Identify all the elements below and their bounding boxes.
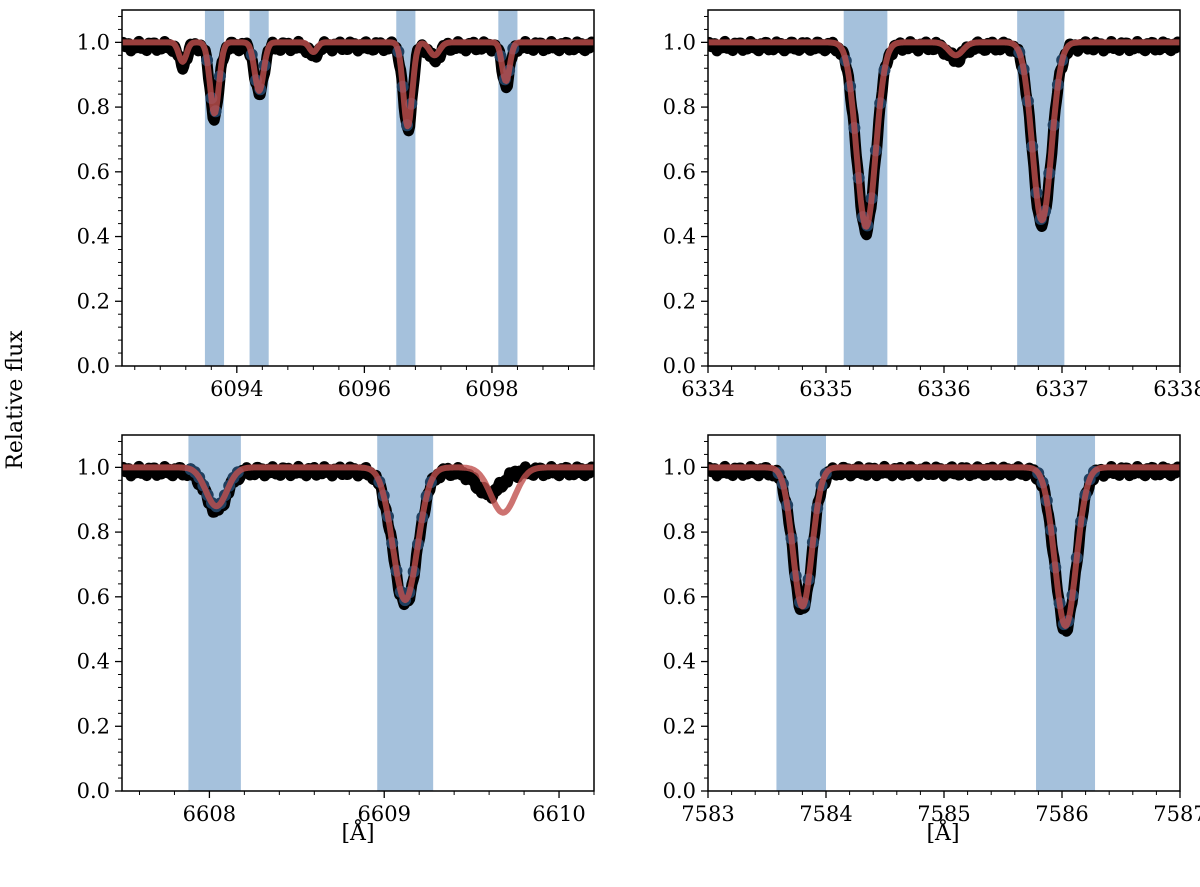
x-tick-label: 6335 <box>799 377 852 401</box>
x-tick-label: 6334 <box>681 377 734 401</box>
model-line <box>122 464 594 604</box>
y-tick-label: 0.2 <box>663 714 696 738</box>
panel-4: 0.0 0.2 0.4 0.6 0.8 1.0 7583 7584 7585 7586 7587 <box>663 434 1200 826</box>
y-tick-label: 0.4 <box>663 650 696 674</box>
plot-area <box>122 10 594 366</box>
x-tick-label: 6609 <box>357 802 410 826</box>
y-tick-label: 1.0 <box>77 30 110 54</box>
plot-area <box>122 435 594 791</box>
y-tick-label: 0.2 <box>77 714 110 738</box>
y-tick-label: 0.0 <box>663 779 696 803</box>
y-axis-label: Relative flux <box>3 330 28 470</box>
fit-window-band <box>498 10 518 366</box>
y-tick-label: 1.0 <box>77 455 110 479</box>
y-tick-label: 0.0 <box>77 354 110 378</box>
x-tick-label: 6608 <box>183 802 236 826</box>
y-tick-label: 0.8 <box>77 520 110 544</box>
observed-spectrum-line <box>708 35 1180 241</box>
x-tick-label: 6094 <box>210 377 263 401</box>
model-line <box>122 39 594 130</box>
x-tick-label: 6336 <box>917 377 970 401</box>
y-tick-label: 0.0 <box>77 779 110 803</box>
x-tick-label: 6096 <box>338 377 391 401</box>
y-tick-label: 0.8 <box>77 95 110 119</box>
y-tick-label: 0.8 <box>663 95 696 119</box>
x-tick-label: 7584 <box>799 802 852 826</box>
axes-frame <box>121 9 595 367</box>
panel-3: 0.0 0.2 0.4 0.6 0.8 1.0 6608 6609 6610 <box>77 434 595 826</box>
y-tick-label: 0.4 <box>663 225 696 249</box>
y-tick-label: 0.2 <box>663 289 696 313</box>
fit-window-band <box>249 10 269 366</box>
x-tick-label: 7587 <box>1153 802 1200 826</box>
y-tick-label: 0.2 <box>77 289 110 313</box>
y-tick-label: 0.6 <box>77 585 110 609</box>
model-line <box>708 464 1180 629</box>
axes-frame <box>121 434 595 792</box>
x-tick-label: 7583 <box>681 802 734 826</box>
observed-spectrum-line <box>122 35 594 137</box>
x-axis-label-right: [Å] <box>926 818 959 846</box>
y-tick-label: 0.6 <box>77 160 110 184</box>
model-line <box>708 39 1180 230</box>
x-axis-label-left: [Å] <box>341 818 374 846</box>
panel-1: 0.0 0.2 0.4 0.6 0.8 1.0 6094 6096 6098 <box>77 9 595 401</box>
axes-frame <box>707 9 1181 367</box>
x-tick-label: 7585 <box>917 802 970 826</box>
y-tick-label: 1.0 <box>663 455 696 479</box>
plot-area <box>708 435 1180 791</box>
x-tick-label: 6338 <box>1153 377 1200 401</box>
panel-2: 0.0 0.2 0.4 0.6 0.8 1.0 6334 6335 6336 6337 6338 <box>663 9 1200 401</box>
y-tick-label: 0.4 <box>77 225 110 249</box>
x-tick-label: 7586 <box>1035 802 1088 826</box>
x-tick-label: 6098 <box>465 377 518 401</box>
x-tick-label: 6610 <box>532 802 585 826</box>
x-tick-label: 6337 <box>1035 377 1088 401</box>
y-tick-label: 0.8 <box>663 520 696 544</box>
y-tick-label: 1.0 <box>663 30 696 54</box>
plot-area <box>708 10 1180 366</box>
y-tick-label: 0.6 <box>663 585 696 609</box>
y-tick-label: 0.0 <box>663 354 696 378</box>
y-tick-label: 0.6 <box>663 160 696 184</box>
y-tick-label: 0.4 <box>77 650 110 674</box>
